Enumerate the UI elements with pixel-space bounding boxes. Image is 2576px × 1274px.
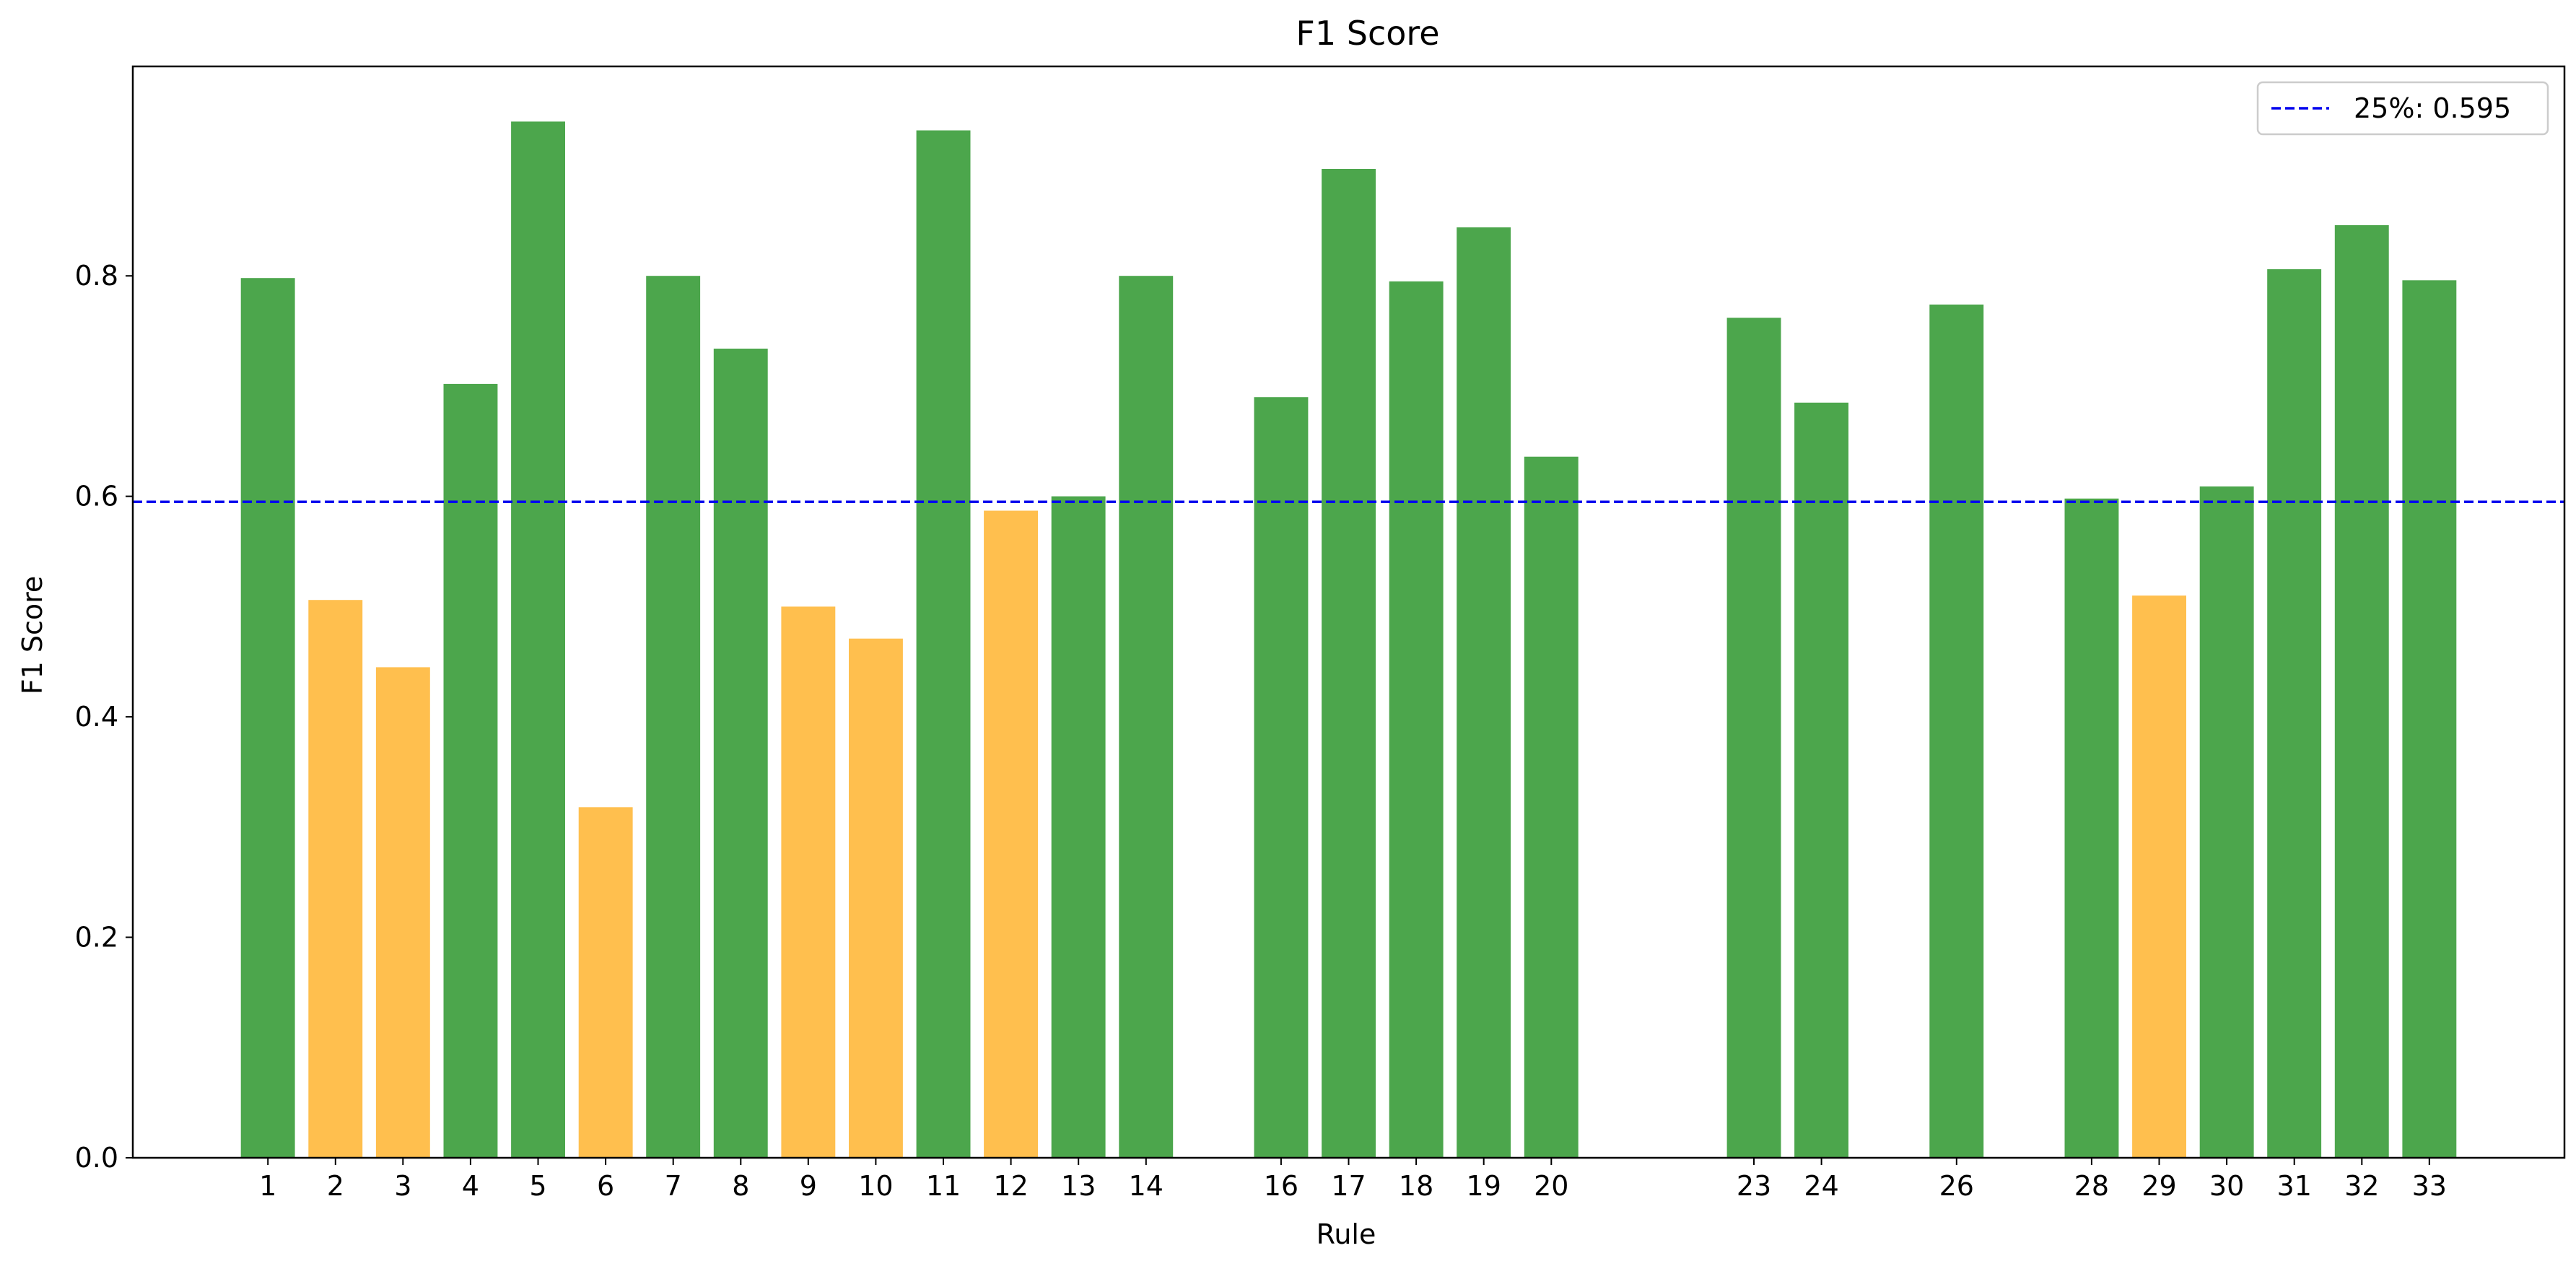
x-tick-label: 11 (926, 1170, 961, 1202)
x-tick-label: 24 (1804, 1170, 1838, 1202)
x-tick-label: 28 (2074, 1170, 2109, 1202)
bar-rule-5 (511, 121, 565, 1158)
x-tick-label: 26 (1939, 1170, 1974, 1202)
bar-rule-13 (1051, 496, 1106, 1158)
x-tick-label: 6 (597, 1170, 614, 1202)
bar-rule-28 (2064, 498, 2119, 1158)
legend-box (2256, 81, 2549, 136)
bar-rule-16 (1254, 397, 1309, 1159)
bar-rule-31 (2267, 269, 2322, 1158)
y-axis: 0.0 0.2 0.4 0.6 0.8 (75, 260, 133, 1174)
x-tick-label: 19 (1467, 1170, 1501, 1202)
x-tick-label: 5 (529, 1170, 546, 1202)
bar-rule-24 (1794, 402, 1848, 1158)
y-axis-title: F1 Score (17, 576, 48, 695)
x-tick-label: 12 (993, 1170, 1028, 1202)
y-tick-label: 0.2 (75, 922, 118, 954)
bar-rule-6 (578, 807, 633, 1158)
y-tick-label: 0.4 (75, 701, 118, 733)
x-tick-label: 3 (394, 1170, 411, 1202)
bar-rule-19 (1457, 227, 1511, 1158)
x-tick-label: 31 (2277, 1170, 2312, 1202)
x-axis: 1 2 3 4 5 6 7 8 9 10 11 12 13 14 16 17 18 19 20 23 24 26 28 29 3… (259, 1158, 2447, 1202)
bar-rule-20 (1524, 456, 1579, 1158)
y-tick-label: 0.6 (75, 481, 118, 512)
bar-rule-33 (2402, 280, 2457, 1158)
x-tick-label: 20 (1534, 1170, 1568, 1202)
plot-frame (131, 65, 2566, 1159)
bar-rule-9 (781, 606, 836, 1158)
bar-rule-1 (240, 278, 295, 1159)
bar-rule-12 (984, 510, 1038, 1158)
x-tick-label: 4 (462, 1170, 479, 1202)
x-tick-label: 2 (327, 1170, 344, 1202)
x-axis-title: Rule (1317, 1218, 1376, 1250)
bar-rule-10 (849, 638, 903, 1158)
chart-title: F1 Score (1296, 14, 1439, 53)
bar-rule-4 (443, 383, 498, 1158)
bar-rule-29 (2132, 595, 2186, 1158)
x-tick-label: 18 (1399, 1170, 1433, 1202)
x-tick-label: 30 (2209, 1170, 2244, 1202)
bar-rule-3 (375, 667, 430, 1158)
bar-rule-30 (2199, 486, 2254, 1158)
legend: 25%: 0.595 (2256, 81, 2549, 136)
y-tick-label: 0.0 (75, 1142, 118, 1174)
legend-label: 25%: 0.595 (2354, 92, 2511, 124)
x-tick-label: 16 (1264, 1170, 1298, 1202)
x-tick-label: 33 (2412, 1170, 2447, 1202)
bars-group (240, 121, 2457, 1159)
x-tick-label: 14 (1129, 1170, 1163, 1202)
x-tick-label: 17 (1331, 1170, 1366, 1202)
x-tick-label: 7 (665, 1170, 682, 1202)
bar-rule-18 (1389, 281, 1444, 1158)
bar-rule-32 (2334, 224, 2389, 1158)
x-tick-label: 10 (858, 1170, 893, 1202)
bar-rule-17 (1322, 169, 1376, 1158)
bar-rule-26 (1929, 304, 1984, 1158)
y-tick-label: 0.8 (75, 260, 118, 292)
x-tick-label: 1 (259, 1170, 276, 1202)
bar-rule-8 (713, 349, 768, 1158)
x-tick-label: 8 (732, 1170, 749, 1202)
x-tick-label: 29 (2141, 1170, 2176, 1202)
bar-rule-11 (916, 130, 971, 1159)
x-tick-label: 32 (2344, 1170, 2379, 1202)
x-tick-label: 13 (1061, 1170, 1096, 1202)
bar-rule-7 (646, 276, 701, 1159)
x-tick-label: 23 (1737, 1170, 1771, 1202)
bar-rule-2 (308, 600, 363, 1158)
x-tick-label: 9 (800, 1170, 817, 1202)
bar-rule-23 (1726, 318, 1781, 1159)
bar-rule-14 (1119, 276, 1174, 1159)
